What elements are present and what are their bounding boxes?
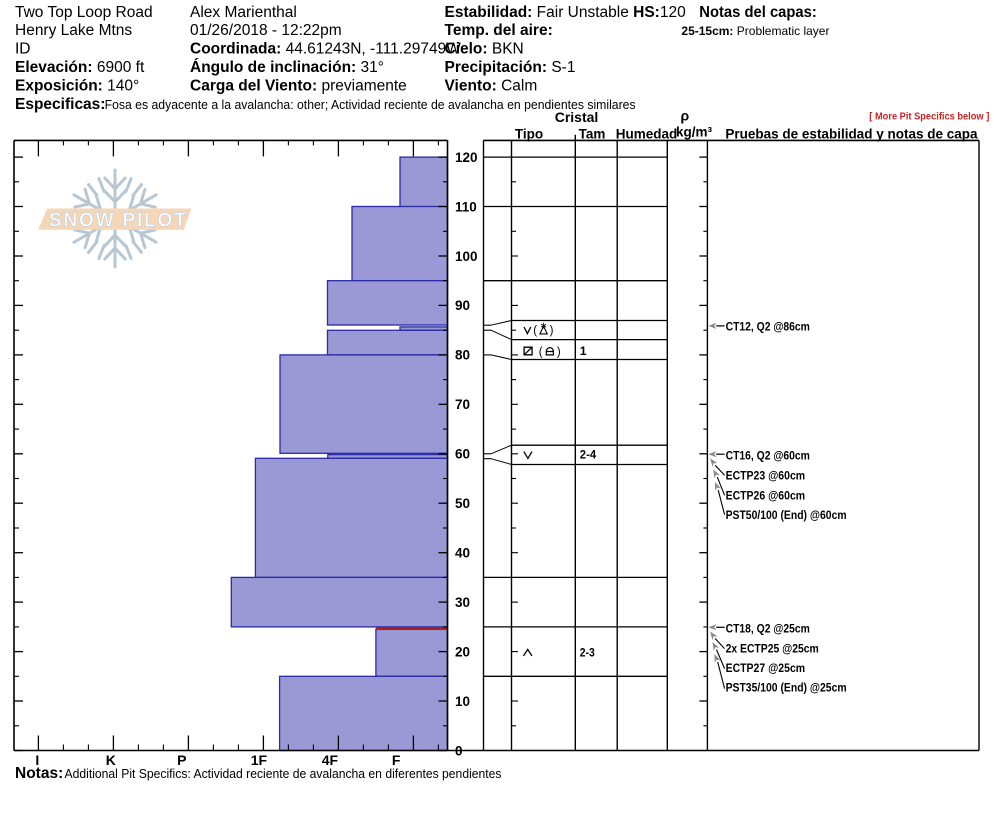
svg-text:(: ( <box>533 325 537 337</box>
svg-text:Temp. del aire:: Temp. del aire: <box>445 22 553 39</box>
svg-text:Cristal: Cristal <box>555 109 599 125</box>
svg-text:1F: 1F <box>251 752 268 768</box>
svg-text:Ángulo de inclinación: 31°: Ángulo de inclinación: 31° <box>190 59 384 76</box>
svg-text:[ More Pit Specifics below ]: [ More Pit Specifics below ] <box>869 111 989 123</box>
svg-text:20: 20 <box>455 644 470 659</box>
svg-text:): ) <box>550 325 554 337</box>
svg-text:30: 30 <box>455 595 470 610</box>
svg-text:40: 40 <box>455 546 470 561</box>
svg-text:2-3: 2-3 <box>580 645 595 659</box>
svg-text:2x ECTP25 @25cm: 2x ECTP25 @25cm <box>726 641 819 655</box>
svg-text:SNOW PILOT: SNOW PILOT <box>49 209 188 232</box>
svg-text:120: 120 <box>455 150 478 165</box>
svg-text:110: 110 <box>455 199 477 214</box>
svg-text:Viento: Calm: Viento: Calm <box>445 77 538 94</box>
svg-text:Additional Pit Specifics: Acti: Additional Pit Specifics: Actividad reci… <box>65 767 502 781</box>
svg-text:ID: ID <box>15 41 31 58</box>
svg-text:Carga del Viento: previamente: Carga del Viento: previamente <box>190 77 407 94</box>
svg-text:90: 90 <box>455 298 470 313</box>
svg-text:Tipo: Tipo <box>515 127 543 142</box>
svg-text:25-15cm: Problematic layer: 25-15cm: Problematic layer <box>681 24 829 38</box>
svg-text:CT16, Q2 @60cm: CT16, Q2 @60cm <box>726 449 810 463</box>
svg-text:80: 80 <box>455 348 470 363</box>
svg-text:ECTP27 @25cm: ECTP27 @25cm <box>726 661 806 675</box>
svg-text:Two Top Loop Road: Two Top Loop Road <box>15 4 153 21</box>
svg-text:10: 10 <box>455 694 470 709</box>
svg-text:60: 60 <box>455 447 470 462</box>
svg-text:Henry Lake Mtns: Henry Lake Mtns <box>15 22 132 39</box>
svg-text:Fosa es adyacente a la avalanc: Fosa es adyacente a la avalancha: other;… <box>105 98 636 112</box>
svg-text:Alex Marienthal: Alex Marienthal <box>190 4 297 21</box>
svg-text:70: 70 <box>455 397 470 412</box>
svg-text:Precipitación: S-1: Precipitación: S-1 <box>445 59 576 76</box>
svg-text:P: P <box>177 752 186 768</box>
svg-text:CT12, Q2 @86cm: CT12, Q2 @86cm <box>726 319 810 333</box>
svg-text:ECTP23 @60cm: ECTP23 @60cm <box>726 469 806 483</box>
svg-text:Exposición: 140°: Exposición: 140° <box>15 77 139 94</box>
svg-text:I: I <box>35 752 39 768</box>
svg-text:4F: 4F <box>322 752 339 768</box>
svg-text:ECTP26 @60cm: ECTP26 @60cm <box>726 488 806 502</box>
svg-text:01/26/2018 - 12:22pm: 01/26/2018 - 12:22pm <box>190 22 342 39</box>
svg-text:Cielo: BKN: Cielo: BKN <box>445 41 524 58</box>
svg-text:PST35/100 (End) @25cm: PST35/100 (End) @25cm <box>726 680 847 694</box>
svg-text:2-4: 2-4 <box>580 448 596 462</box>
svg-text:Especificas:: Especificas: <box>15 96 105 113</box>
svg-text:Humedad: Humedad <box>616 127 678 142</box>
svg-text:1: 1 <box>580 344 587 358</box>
svg-text:Notas:: Notas: <box>15 765 63 782</box>
svg-text:100: 100 <box>455 249 478 264</box>
svg-text:K: K <box>106 752 116 768</box>
svg-text:Notas del capas:: Notas del capas: <box>699 4 817 21</box>
svg-text:0: 0 <box>455 743 463 758</box>
svg-text:kg/m³: kg/m³ <box>676 125 713 140</box>
svg-text:PST50/100 (End) @60cm: PST50/100 (End) @60cm <box>726 508 847 522</box>
svg-text:Pruebas de estabilidad y notas: Pruebas de estabilidad y notas de capa <box>725 127 978 142</box>
svg-text:Elevación: 6900 ft: Elevación: 6900 ft <box>15 59 145 76</box>
svg-text:): ) <box>557 346 561 358</box>
svg-text:CT18, Q2 @25cm: CT18, Q2 @25cm <box>726 621 810 635</box>
svg-text:ρ: ρ <box>680 108 689 124</box>
svg-text:Estabilidad: Fair Unstable HS:: Estabilidad: Fair Unstable HS:120 <box>445 4 687 21</box>
svg-text:Tam: Tam <box>579 127 606 142</box>
svg-text:F: F <box>392 752 401 768</box>
svg-text:50: 50 <box>455 496 470 511</box>
svg-text:(: ( <box>539 346 543 358</box>
svg-text:Coordinada: 44.61243N, -111.29: Coordinada: 44.61243N, -111.29749W <box>190 41 461 58</box>
